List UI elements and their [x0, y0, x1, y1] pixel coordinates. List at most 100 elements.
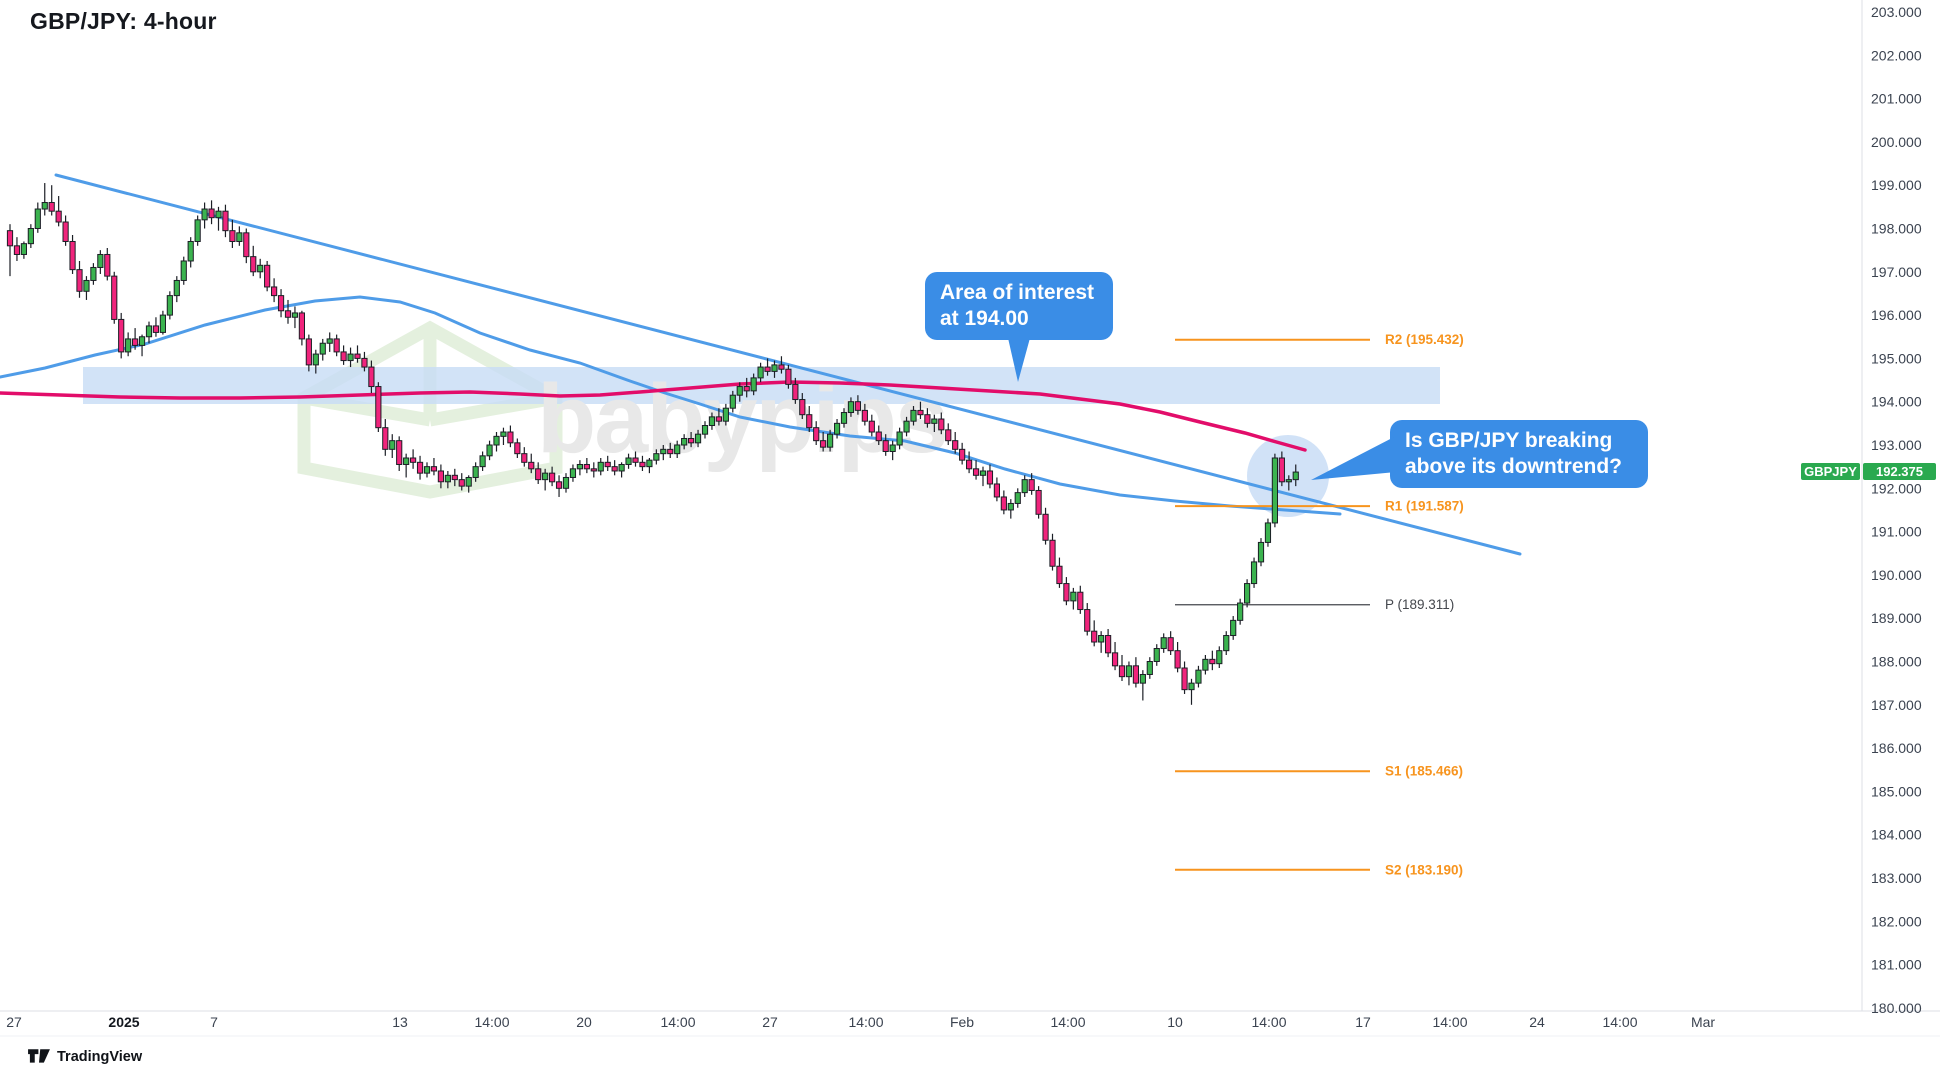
candle-bearish: [271, 286, 278, 297]
time-tick-label: 14:00: [848, 1014, 883, 1030]
candle-bullish: [618, 463, 625, 472]
candle-bearish: [1042, 513, 1049, 541]
time-tick-label: 10: [1167, 1014, 1183, 1030]
candle-bearish: [76, 269, 83, 292]
candle-bearish: [382, 427, 389, 450]
candle-bearish: [952, 440, 959, 450]
price-tick-label: 200.000: [1871, 134, 1922, 150]
candle-bullish: [660, 448, 667, 455]
pink-moving-average-line[interactable]: [0, 380, 1307, 452]
candle-bearish: [555, 481, 563, 489]
price-tick-label: 202.000: [1871, 47, 1922, 63]
candle-bullish: [646, 459, 653, 468]
candle-bearish: [1118, 665, 1126, 678]
candle-bullish: [90, 266, 97, 281]
candle-bullish: [166, 295, 173, 316]
candle-bullish: [291, 312, 299, 318]
candle-bullish: [486, 444, 493, 457]
price-tick-label: 197.000: [1871, 264, 1922, 280]
candle-bearish: [437, 470, 444, 483]
last-price-badge: 192.375: [1863, 463, 1936, 480]
candle-bearish: [861, 409, 868, 422]
time-tick-label: 27: [762, 1014, 778, 1030]
candle-bearish: [1028, 479, 1035, 491]
candle-bearish: [1063, 583, 1070, 602]
price-tick-label: 195.000: [1871, 350, 1922, 366]
candle-bullish: [701, 425, 709, 435]
price-tick-label: 189.000: [1871, 610, 1922, 626]
candle-bearish: [354, 353, 361, 359]
candle-bearish: [368, 366, 375, 388]
blue-moving-average-line[interactable]: [0, 295, 1342, 516]
candle-bearish: [250, 256, 257, 273]
candle-bearish: [430, 466, 438, 472]
candle-bullish: [1216, 650, 1223, 665]
candle-bullish: [903, 420, 910, 433]
candle-bearish: [507, 431, 514, 444]
time-tick-label: 14:00: [1251, 1014, 1286, 1030]
candle-bearish: [535, 468, 542, 481]
candle-bearish: [284, 310, 292, 318]
candle-bullish: [27, 228, 34, 245]
candle-bullish: [423, 466, 431, 474]
candle-bearish: [590, 468, 597, 472]
pivot-level-label: R1 (191.587): [1385, 499, 1464, 514]
time-tick-label: 7: [210, 1014, 218, 1030]
candle-bearish: [785, 368, 792, 385]
candle-bullish: [847, 401, 855, 414]
pivot-level-label: R2 (195.432): [1385, 332, 1464, 347]
candle-bullish: [1125, 665, 1133, 678]
candle-bullish: [41, 202, 48, 210]
breakout-question-callout[interactable]: Is GBP/JPY breaking above its downtrend?: [1390, 420, 1648, 488]
candle-bearish: [1049, 539, 1056, 567]
candle-bearish: [813, 427, 820, 442]
breakout-highlight-circle[interactable]: [1247, 435, 1329, 517]
time-tick-label: 14:00: [660, 1014, 695, 1030]
descending-trendline[interactable]: [54, 173, 1522, 556]
candle-bearish: [972, 468, 980, 476]
candle-bullish: [472, 466, 479, 478]
time-tick-label: 14:00: [1050, 1014, 1085, 1030]
time-tick-label: 14:00: [1602, 1014, 1637, 1030]
candle-bearish: [48, 202, 55, 212]
time-tick-label: 27: [6, 1014, 22, 1030]
candle-bullish: [34, 208, 41, 229]
candle-bullish: [562, 476, 570, 489]
candle-bullish: [896, 431, 903, 446]
candle-bullish: [1285, 479, 1292, 483]
candle-bearish: [993, 483, 1000, 498]
candle-bullish: [1160, 637, 1167, 650]
time-tick-label: 14:00: [474, 1014, 509, 1030]
candle-bearish: [1035, 489, 1042, 515]
candle-bullish: [674, 444, 681, 455]
candle-bearish: [632, 457, 639, 463]
candle-bullish: [403, 457, 410, 465]
candle-bearish: [868, 420, 875, 433]
candle-bullish: [145, 325, 153, 338]
candle-bullish: [1146, 661, 1153, 675]
candle-bullish: [444, 474, 451, 483]
tradingview-label: TradingView: [57, 1048, 143, 1065]
candle-bullish: [597, 461, 604, 472]
candle-bullish: [319, 342, 326, 355]
area-of-interest-callout[interactable]: Area of interest at 194.00: [925, 272, 1113, 340]
candle-bullish: [159, 314, 167, 333]
time-tick-label: 17: [1355, 1014, 1371, 1030]
candle-bearish: [396, 440, 403, 465]
price-tick-label: 194.000: [1871, 394, 1922, 410]
time-tick-label: Mar: [1691, 1014, 1715, 1030]
candle-bearish: [111, 275, 118, 320]
candle-bearish: [62, 221, 69, 242]
candle-bearish: [361, 357, 368, 368]
candle-bullish: [389, 440, 396, 450]
candle-bullish: [1237, 602, 1244, 621]
candle-bullish: [708, 416, 716, 427]
candle-bearish: [458, 479, 465, 487]
candle-bearish: [917, 409, 924, 416]
candle-bullish: [694, 433, 702, 444]
candle-bullish: [569, 468, 577, 478]
candle-bullish: [187, 240, 194, 262]
callout-line2: above its downtrend?: [1405, 455, 1623, 478]
tradingview-attribution[interactable]: TradingView: [28, 1048, 142, 1065]
